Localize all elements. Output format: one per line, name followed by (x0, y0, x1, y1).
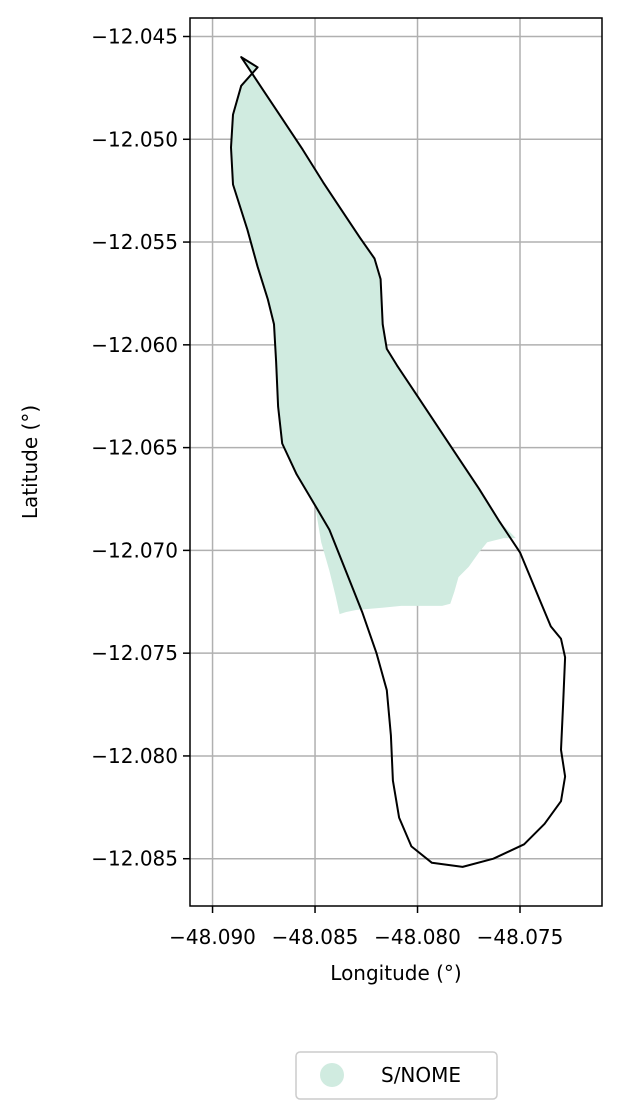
y-tick-label: −12.045 (91, 25, 178, 49)
y-tick-label: −12.085 (91, 847, 178, 871)
legend-frame (295, 1051, 498, 1100)
x-tick-label: −48.090 (169, 925, 256, 949)
boundary-outline (230, 56, 567, 868)
y-axis-label: Latitude (°) (18, 405, 42, 519)
x-axis-ticks: −48.090 −48.085 −48.080 −48.075 (169, 906, 563, 949)
legend-label-s-nome: S/NOME (381, 1063, 461, 1087)
map-layers (230, 56, 567, 868)
s-nome-fill-area (231, 57, 516, 615)
y-tick-label: −12.060 (91, 333, 178, 357)
x-tick-label: −48.075 (477, 925, 564, 949)
legend-marker-s-nome (320, 1063, 344, 1087)
y-tick-label: −12.070 (91, 538, 178, 562)
axes-frame (189, 17, 603, 907)
y-tick-label: −12.075 (91, 641, 178, 665)
y-tick-label: −12.055 (91, 230, 178, 254)
y-tick-label: −12.050 (91, 127, 178, 151)
y-axis-ticks: −12.045 −12.050 −12.055 −12.060 −12.065 −12.0… (91, 25, 190, 871)
y-tick-label: −12.080 (91, 744, 178, 768)
x-tick-label: −48.085 (272, 925, 359, 949)
x-axis-label: Longitude (°) (330, 961, 461, 985)
legend: S/NOME (295, 1051, 498, 1100)
y-tick-label: −12.065 (91, 436, 178, 460)
x-tick-label: −48.080 (374, 925, 461, 949)
